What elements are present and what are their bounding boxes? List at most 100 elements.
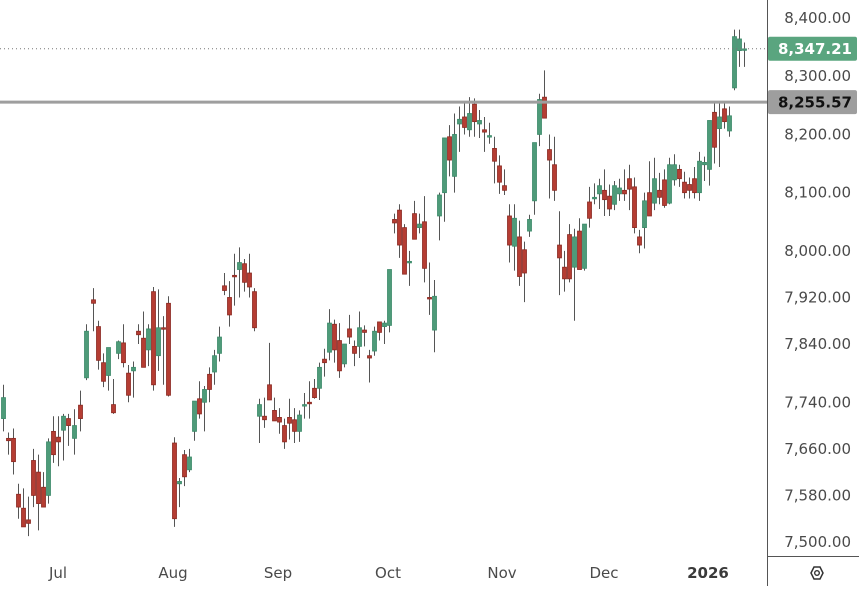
candle[interactable] [737,29,742,67]
candle[interactable] [217,326,222,362]
candle[interactable] [447,125,452,177]
candle[interactable] [412,200,417,240]
candle[interactable] [612,181,617,211]
candle[interactable] [177,477,182,508]
candle[interactable] [197,381,202,419]
candle[interactable] [222,273,227,296]
candle[interactable] [702,156,707,182]
candle[interactable] [732,29,737,91]
candle[interactable] [577,218,582,270]
candle[interactable] [392,213,397,234]
candle[interactable] [452,113,457,193]
candle[interactable] [672,154,677,186]
candle[interactable] [492,136,497,184]
candle[interactable] [387,269,392,333]
candle[interactable] [26,496,31,537]
price-axis[interactable]: 8,400.00 8,300.00 8,200.00 8,100.00 8,000.00… [784,9,851,551]
candle[interactable] [312,378,317,399]
candle[interactable] [697,151,702,201]
candle[interactable] [46,438,51,504]
candle[interactable] [84,324,89,381]
candle[interactable] [232,253,237,306]
candle[interactable] [357,311,362,359]
chart-settings-button[interactable] [803,562,831,584]
candle[interactable] [207,367,212,403]
candle[interactable] [552,136,557,201]
candle[interactable] [101,353,106,388]
candle[interactable] [6,432,11,455]
candle[interactable] [136,324,141,345]
candle[interactable] [166,296,171,397]
candle[interactable] [457,106,462,152]
candle[interactable] [202,385,207,432]
candle[interactable] [377,321,382,341]
candle[interactable] [337,323,342,378]
candle[interactable] [126,365,131,403]
candle[interactable] [372,326,377,356]
candle[interactable] [517,220,522,286]
candle[interactable] [106,347,111,391]
candle[interactable] [161,316,166,385]
plot-area[interactable] [1,29,747,537]
candle[interactable] [712,103,717,164]
candle[interactable] [322,348,327,377]
candle[interactable] [407,250,412,286]
candle[interactable] [61,413,66,461]
candle[interactable] [727,106,732,137]
candle[interactable] [146,324,151,367]
candle[interactable] [151,286,156,391]
candle[interactable] [582,223,587,271]
candle[interactable] [11,428,16,475]
candle[interactable] [627,164,632,211]
candle[interactable] [352,340,357,367]
candle[interactable] [507,204,512,263]
candle[interactable] [462,102,467,135]
candle[interactable] [677,164,682,187]
candle[interactable] [287,398,292,440]
candle[interactable] [1,384,6,432]
candle[interactable] [382,320,387,345]
candle[interactable] [212,349,217,385]
candle[interactable] [692,167,697,199]
candle[interactable] [652,157,657,211]
candle[interactable] [592,183,597,205]
candle[interactable] [277,408,282,434]
candle[interactable] [297,410,302,442]
candle[interactable] [96,320,101,370]
candle[interactable] [482,116,487,152]
candle[interactable] [242,259,247,292]
candle[interactable] [367,349,372,383]
candle[interactable] [342,343,347,368]
candle[interactable] [121,324,126,368]
candle[interactable] [567,224,572,283]
candle[interactable] [262,397,267,428]
candle[interactable] [717,101,722,168]
candle[interactable] [617,178,622,201]
candle[interactable] [16,483,21,519]
candle[interactable] [51,416,56,463]
candle[interactable] [467,97,472,137]
candle[interactable] [131,361,136,398]
candle[interactable] [622,169,627,201]
candle[interactable] [187,448,192,473]
candle[interactable] [527,214,532,237]
candle[interactable] [267,342,272,401]
candle[interactable] [172,437,177,527]
candle[interactable] [477,109,482,138]
candle[interactable] [72,409,77,455]
candle[interactable] [687,177,692,199]
candle[interactable] [282,418,287,449]
candle[interactable] [41,472,46,508]
candle[interactable] [362,325,367,347]
candle[interactable] [437,192,442,241]
candle[interactable] [557,211,562,296]
candle[interactable] [632,177,637,234]
candle[interactable] [141,311,146,368]
candle[interactable] [402,224,407,275]
candle[interactable] [522,241,527,303]
candle[interactable] [182,450,187,487]
candle[interactable] [21,488,26,528]
candle[interactable] [722,103,727,129]
candle[interactable] [637,229,642,254]
candle[interactable] [432,280,437,353]
